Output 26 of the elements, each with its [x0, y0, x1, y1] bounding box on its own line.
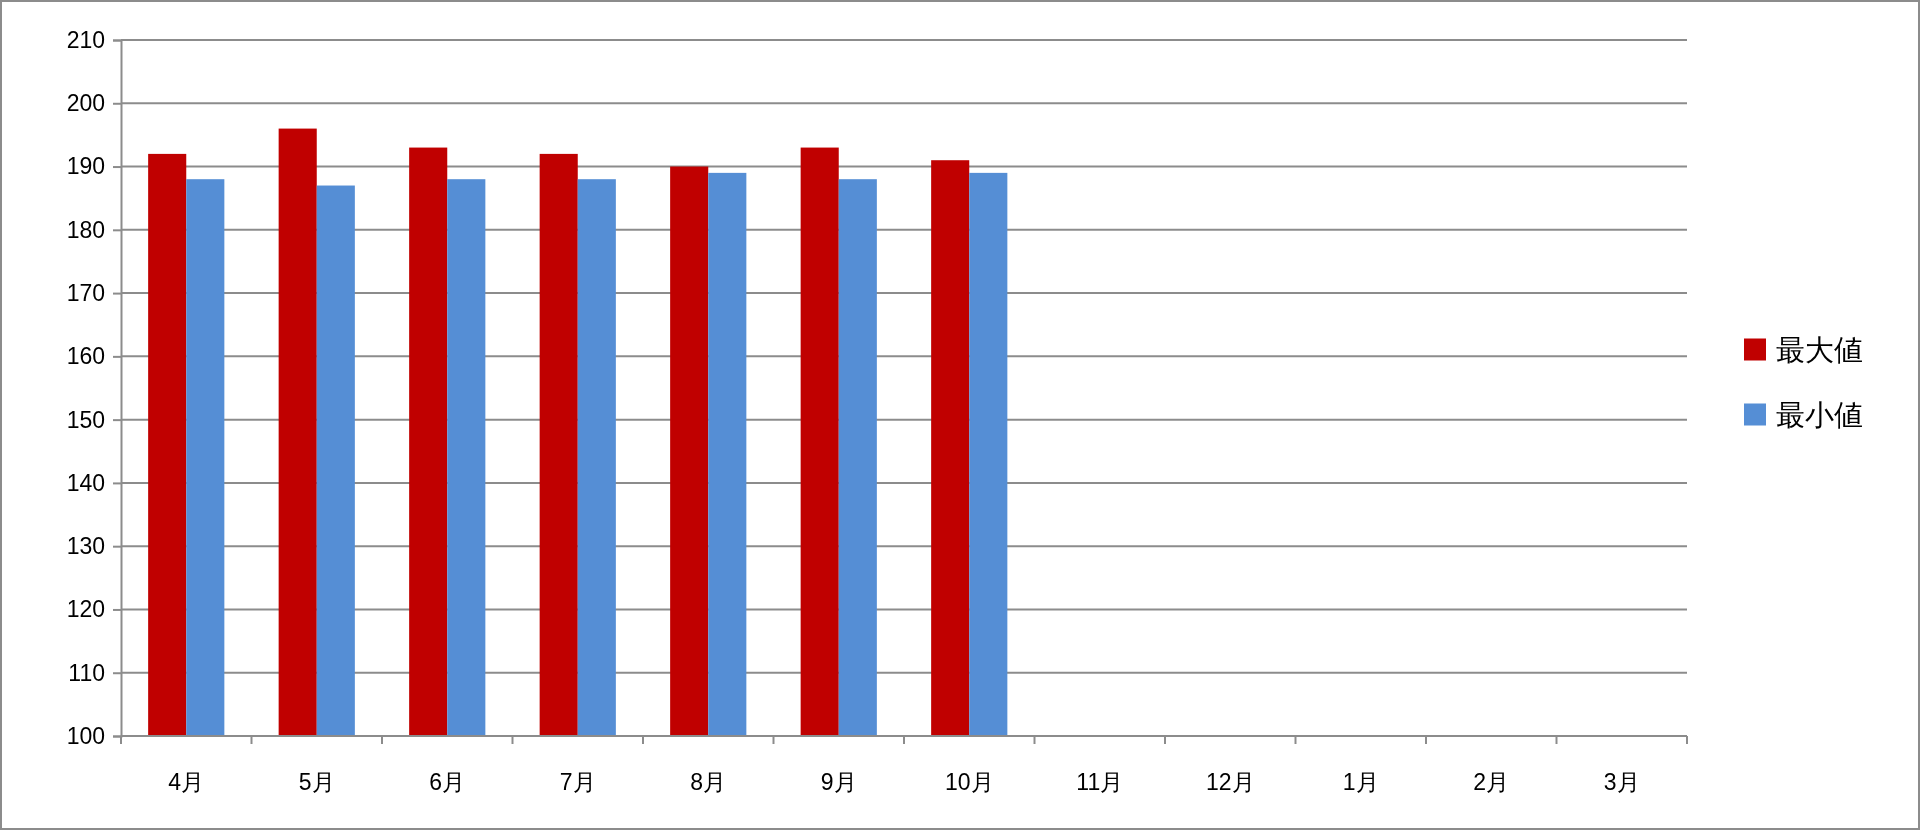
x-tick-label: 5月: [298, 769, 335, 795]
x-tick-label: 8月: [690, 769, 727, 795]
x-tick-label: 1月: [1342, 769, 1379, 795]
y-tick-label: 180: [66, 216, 105, 243]
y-tick-label: 160: [66, 343, 105, 370]
x-tick-label: 11月: [1076, 769, 1124, 795]
x-tick-label: 10月: [944, 769, 994, 795]
y-tick-label: 150: [66, 406, 105, 433]
x-tick-label: 4月: [168, 769, 205, 795]
y-tick-label: 130: [66, 533, 105, 560]
legend-label: 最小値: [1776, 398, 1863, 431]
y-tick-label: 100: [66, 722, 105, 749]
y-tick-label: 200: [66, 90, 105, 117]
y-tick-label: 210: [66, 26, 105, 53]
x-tick-label: 12月: [1205, 769, 1255, 795]
y-tick-label: 170: [66, 279, 105, 306]
y-tick-label: 190: [66, 153, 105, 180]
x-tick-label: 7月: [559, 769, 596, 795]
x-tick-label: 9月: [820, 769, 857, 795]
x-tick-label: 2月: [1473, 769, 1510, 795]
x-tick-label: 6月: [429, 769, 466, 795]
y-tick-label: 120: [66, 596, 105, 623]
x-tick-label: 3月: [1603, 769, 1640, 795]
y-tick-label: 110: [68, 659, 105, 686]
legend-label: 最大値: [1776, 333, 1863, 366]
y-tick-label: 140: [66, 469, 105, 496]
